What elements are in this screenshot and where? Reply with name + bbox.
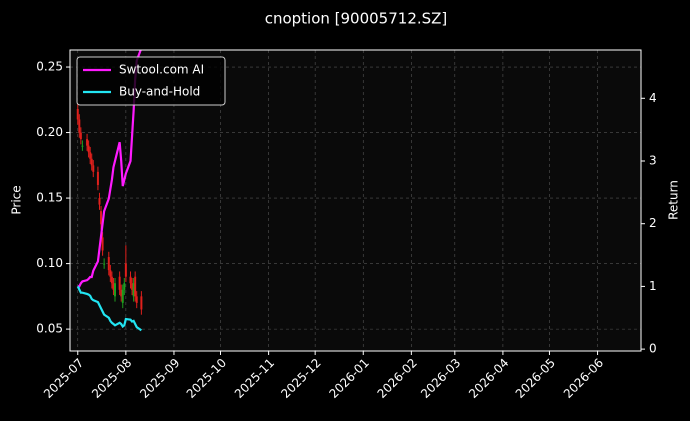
candle-body: [86, 139, 89, 146]
y-tick-label: 0.10: [36, 256, 63, 270]
legend-label: Buy-and-Hold: [119, 85, 200, 99]
candle-body: [79, 132, 82, 140]
y-axis-label: Price: [10, 185, 24, 214]
candle-body: [132, 283, 135, 297]
candle-body: [81, 145, 84, 147]
series-line: [76, 285, 142, 332]
y2-tick-label: 0: [649, 342, 657, 356]
candle-body: [121, 289, 124, 303]
candle-body: [90, 158, 93, 166]
series-line: [77, 50, 142, 288]
candle-body: [110, 276, 113, 284]
y2-tick-label: 2: [649, 216, 657, 230]
candle-body: [113, 283, 116, 297]
y2-tick-label: 3: [649, 153, 657, 167]
candle-body: [103, 263, 106, 265]
y2-tick-label: 4: [649, 91, 657, 105]
candle-body: [118, 276, 121, 290]
y-tick-label: 0.20: [36, 125, 63, 139]
y-tick-label: 0.15: [36, 191, 63, 205]
candle-body: [135, 296, 138, 303]
candle-body: [78, 119, 81, 133]
legend-label: Swtool.com AI: [119, 63, 204, 77]
plot-marks: [76, 50, 143, 332]
y-tick-label: 0.25: [36, 60, 63, 74]
candle-body: [120, 289, 123, 297]
axes-frame: [69, 49, 642, 352]
y2-axis-label: Return: [667, 180, 681, 220]
candle-body: [101, 237, 104, 251]
candle-body: [134, 276, 137, 297]
legend-box: [76, 56, 226, 106]
chart-title: cnoption [90005712.SZ]: [265, 10, 448, 28]
candle-body: [140, 296, 143, 310]
candle-body: [123, 283, 126, 290]
candle-body: [100, 211, 103, 225]
y2-tick-label: 1: [649, 279, 657, 293]
candle-body: [89, 152, 92, 159]
candle-body: [98, 198, 101, 205]
candle-body: [92, 165, 95, 172]
candle-body: [131, 283, 134, 290]
candle-body: [124, 263, 127, 277]
candle-body: [87, 145, 90, 153]
candle-body: [96, 171, 99, 185]
candle-body: [129, 276, 132, 284]
candle-body: [76, 108, 79, 120]
y-tick-label: 0.05: [36, 322, 63, 336]
candle-body: [109, 270, 112, 277]
candle-body: [107, 257, 110, 271]
candle-body: [112, 283, 115, 290]
